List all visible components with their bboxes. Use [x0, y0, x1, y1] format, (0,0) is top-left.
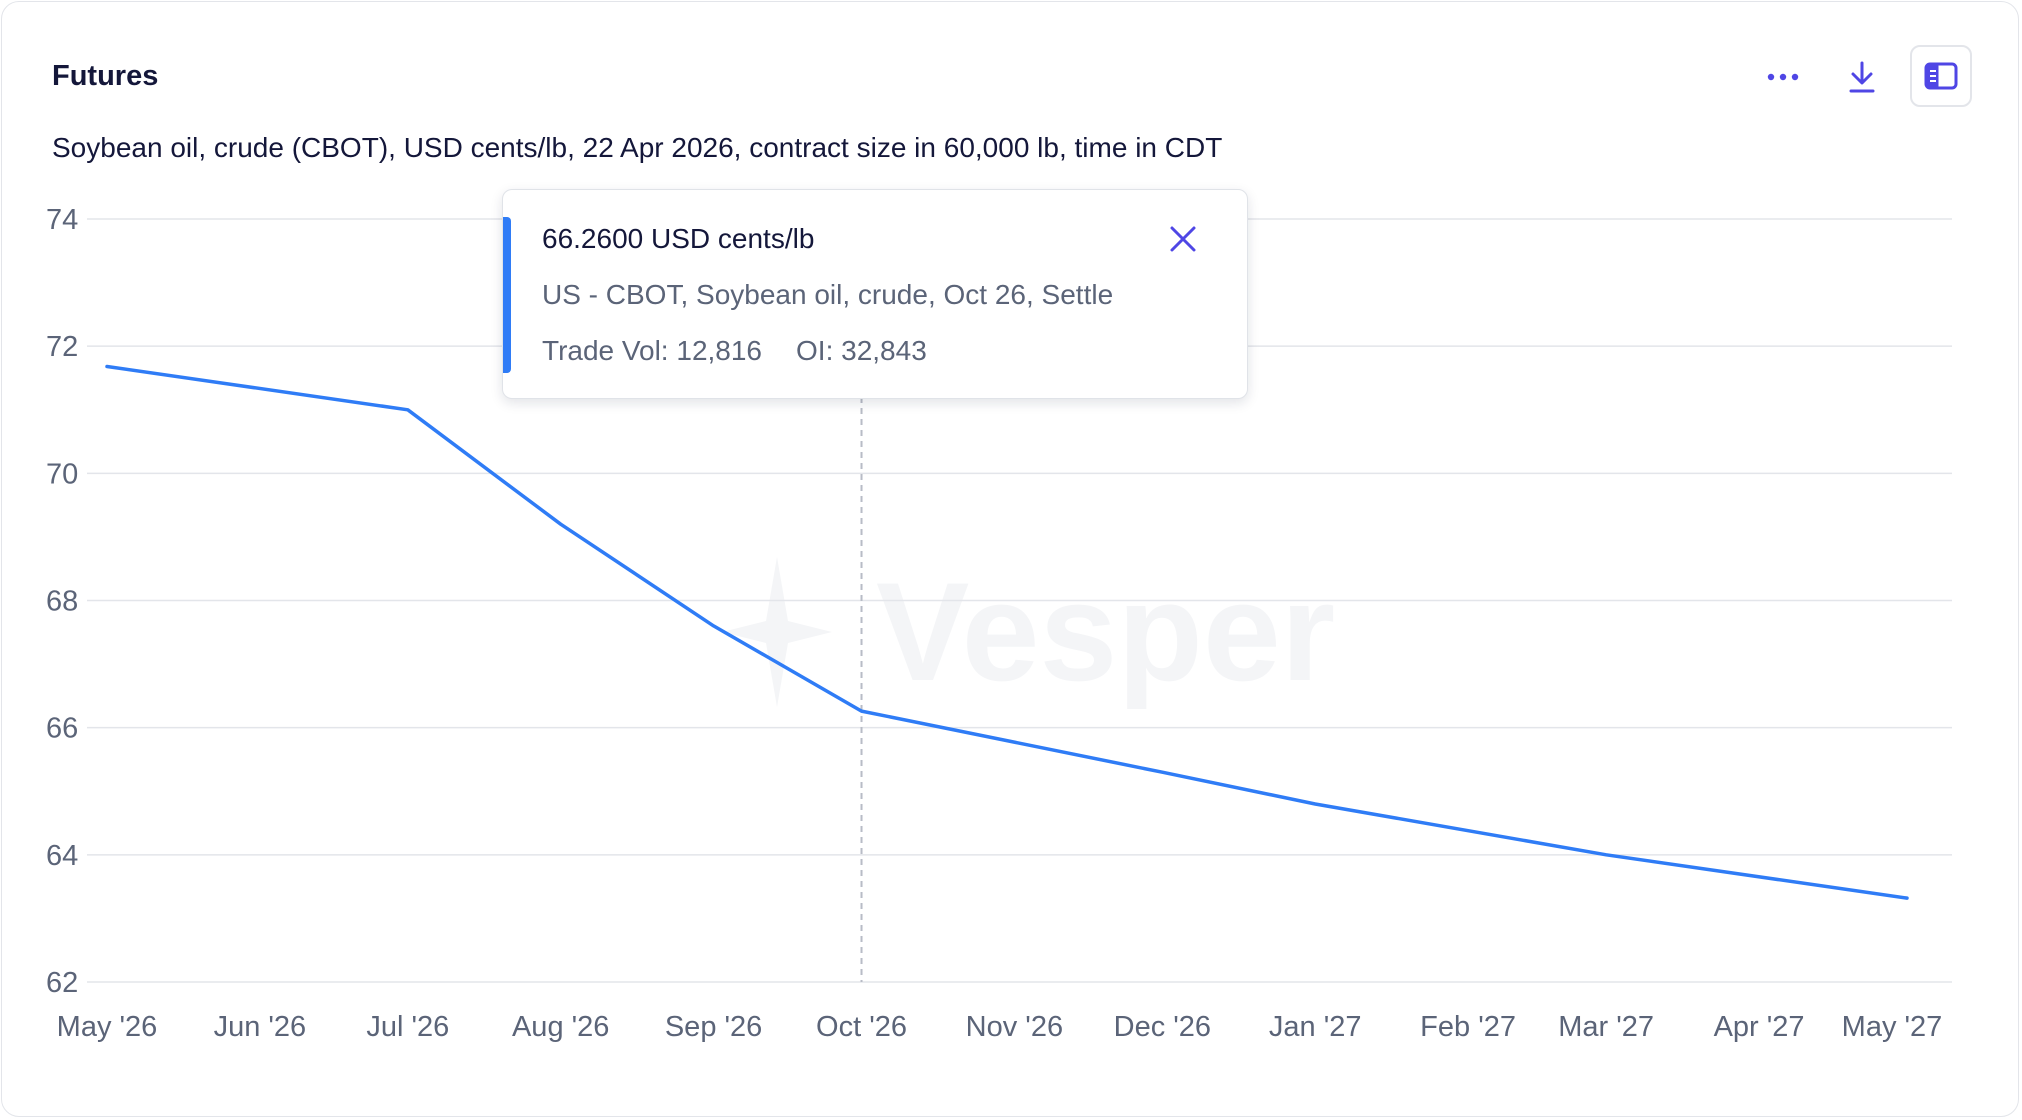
- x-tick-label: Nov '26: [966, 1011, 1063, 1043]
- y-tick-label: 74: [46, 204, 78, 236]
- toggle-panel-button[interactable]: [1910, 45, 1972, 107]
- tooltip-stats: Trade Vol: 12,816 OI: 32,843: [542, 333, 927, 369]
- star-logo-icon: [722, 557, 832, 707]
- watermark-text: Vesper: [876, 553, 1336, 710]
- x-tick-label: Jan '27: [1269, 1011, 1362, 1043]
- series-line: [105, 364, 1909, 900]
- tooltip-description: US - CBOT, Soybean oil, crude, Oct 26, S…: [542, 279, 1114, 310]
- y-tick-label: 68: [46, 586, 78, 618]
- x-tick-label: Feb '27: [1420, 1011, 1516, 1043]
- data-tooltip: 66.2600 USD cents/lb US - CBOT, Soybean …: [502, 189, 1248, 399]
- card-title: Futures: [52, 60, 159, 92]
- y-tick-label: 64: [46, 840, 78, 872]
- x-tick-label: Jul '26: [366, 1011, 449, 1043]
- x-tick-label: Aug '26: [512, 1011, 609, 1043]
- side-panel-icon: [1924, 62, 1958, 90]
- y-tick-label: 66: [46, 713, 78, 745]
- tooltip-close-button[interactable]: [1163, 219, 1203, 259]
- tooltip-value: 66.2600 USD cents/lb: [542, 223, 815, 254]
- more-options-button[interactable]: [1752, 46, 1814, 108]
- vesper-watermark: Vesper: [722, 557, 1335, 707]
- download-button[interactable]: [1831, 46, 1893, 108]
- x-tick-label: Jun '26: [214, 1011, 307, 1043]
- more-horizontal-icon: [1767, 73, 1799, 81]
- x-tick-label: Apr '27: [1714, 1011, 1805, 1043]
- close-icon: [1170, 226, 1196, 252]
- chart-subtitle: Soybean oil, crude (CBOT), USD cents/lb,…: [52, 132, 1223, 163]
- tooltip-open-interest: OI: 32,843: [796, 335, 927, 366]
- y-tick-label: 70: [46, 458, 78, 490]
- x-tick-label: Mar '27: [1558, 1011, 1654, 1043]
- x-tick-label: May '27: [1842, 1011, 1943, 1043]
- tooltip-accent-bar: [503, 217, 511, 373]
- x-tick-label: Dec '26: [1114, 1011, 1211, 1043]
- download-icon: [1849, 61, 1875, 93]
- y-tick-label: 72: [46, 331, 78, 363]
- x-tick-label: Sep '26: [665, 1011, 762, 1043]
- x-tick-label: May '26: [57, 1011, 158, 1043]
- y-tick-label: 62: [46, 967, 78, 999]
- tooltip-trade-volume: Trade Vol: 12,816: [542, 335, 763, 366]
- x-tick-label: Oct '26: [816, 1011, 907, 1043]
